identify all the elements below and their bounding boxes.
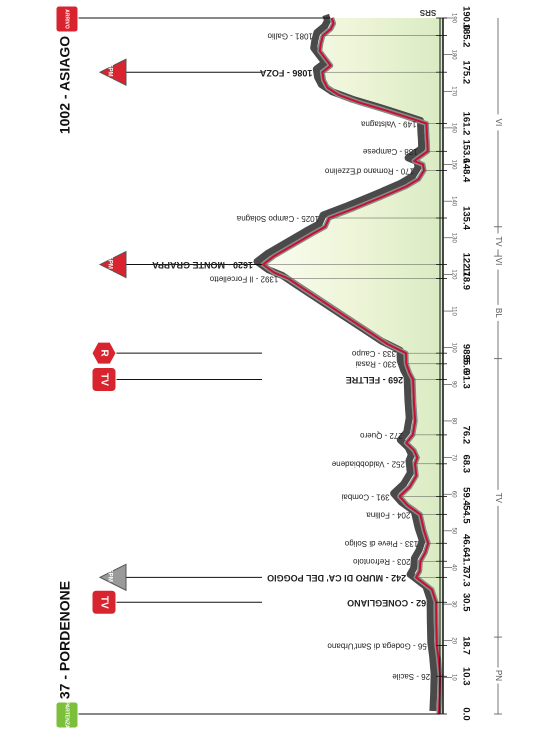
km-scale-label: 70: [450, 454, 456, 461]
r-badge-icon: [91, 341, 117, 365]
waypoint-label: 1081 - Gallio: [267, 31, 313, 40]
waypoint-label: 204 - Follina: [366, 510, 411, 519]
waypoint-label: 56 - Godega di Sant'Urbano: [327, 641, 427, 650]
km-scale-label: 10: [450, 674, 456, 681]
waypoint-label: 272 - Quero: [360, 431, 403, 440]
tv-badge-icon: [91, 589, 117, 615]
km-scale-label: 130: [450, 233, 456, 244]
start-location-title: 37 - PORDENONE: [57, 581, 73, 699]
km-scale-label: 60: [450, 491, 456, 498]
region-label: TV: [494, 236, 503, 247]
region-label: TV: [494, 493, 503, 504]
distance-tick-label: 59.4: [460, 487, 471, 506]
gpm-badge-icon: [98, 250, 127, 279]
region-label: PN: [494, 670, 503, 681]
km-scale-label: 30: [450, 601, 456, 608]
waypoint-label: 170 - Romano d'Ezzelino: [324, 166, 414, 175]
region-mask: [490, 667, 506, 684]
region-label: VI: [494, 119, 503, 127]
km-scale-label: 80: [450, 418, 456, 425]
km-scale-label: 190: [450, 13, 456, 24]
region-mask: [490, 114, 506, 131]
km-scale-label: 170: [450, 86, 456, 97]
waypoint-label: 203 - Refrontolo: [353, 557, 411, 566]
distance-tick-label: 46.6: [460, 534, 471, 553]
distance-tick-label: 122.7: [460, 253, 471, 277]
km-scale-label: 120: [450, 269, 456, 280]
distance-tick-label: 190.0: [460, 6, 471, 30]
distance-tick-label: 68.3: [460, 455, 471, 474]
distance-tick-label: 135.4: [460, 206, 471, 230]
distance-tick-label: 37.3: [460, 568, 471, 587]
distance-tick-label: 0.0: [460, 707, 471, 720]
km-scale-label: 140: [450, 196, 456, 207]
waypoint-label: 138 - Campese: [362, 147, 417, 156]
region-label: BL: [494, 308, 503, 318]
km-scale-label: 90: [450, 381, 456, 388]
waypoint-label: 330 - Rasai: [355, 360, 396, 369]
km-scale-label: 40: [450, 564, 456, 571]
region-label: VI: [494, 258, 503, 266]
region-mask: [490, 489, 506, 506]
gpm-badge-label: GPM 1: [106, 63, 112, 82]
distance-tick-label: 161.2: [460, 112, 471, 136]
waypoint-label: 1086 - FOZA: [259, 68, 312, 78]
distance-tick-label: 153.6: [460, 139, 471, 163]
km-scale-label: 20: [450, 637, 456, 644]
waypoint-label: 26 - Sacile: [392, 672, 430, 681]
region-mask: [490, 304, 506, 321]
finish-location-title: 1002 - ASIAGO: [57, 36, 73, 134]
waypoint-label: 252 - Valdobbiadene: [331, 460, 405, 469]
finish-badge-icon: [55, 5, 79, 33]
distance-tick-label: 10.3: [460, 667, 471, 686]
km-scale-label: 50: [450, 527, 456, 534]
gpm-badge-label: GPM 1: [106, 255, 112, 274]
km-scale-label: 100: [450, 343, 456, 354]
tv-badge-label: TV: [98, 373, 109, 386]
waypoint-label: 333 - Caupo: [351, 349, 396, 358]
gpm-badge-label: GPM 4: [106, 568, 112, 587]
gpm-badge-icon: [98, 58, 127, 87]
finish-badge-label: ARRIVO: [64, 9, 70, 29]
start-badge-label: PARTENZA: [64, 702, 70, 729]
tv-badge-label: TV: [98, 596, 109, 609]
distance-tick-label: 54.5: [460, 505, 471, 524]
distance-tick-label: 98.5: [460, 344, 471, 363]
distance-tick-label: 18.7: [460, 636, 471, 655]
waypoint-label: 1392 - Il Forcelletto: [209, 274, 278, 283]
waypoint-label: 133 - Pieve di Soligo: [344, 539, 418, 548]
waypoint-label: 242 - MURO DI CA' DEL POGGIO: [267, 573, 406, 583]
waypoint-label: 391 - Combai: [341, 492, 389, 501]
distance-tick-label: 30.5: [460, 593, 471, 612]
distance-tick-label: 185.2: [460, 24, 471, 48]
km-scale-label: 150: [450, 160, 456, 171]
gpm-badge-icon: [98, 563, 127, 592]
distance-tick-label: 41.7: [460, 552, 471, 571]
r-badge-label: R: [98, 350, 109, 358]
distance-tick-label: 175.2: [460, 60, 471, 84]
waypoint-label: 149 - Valstagna: [360, 119, 416, 128]
distance-tick-label: 76.2: [460, 426, 471, 445]
km-scale-label: 160: [450, 123, 456, 134]
srs-logo: SRS: [419, 8, 436, 17]
distance-tick-label: 91.3: [460, 370, 471, 389]
km-scale-label: 110: [450, 306, 456, 316]
distance-tick-label: 118.9: [460, 267, 471, 290]
waypoint-label: 1620 - MONTE GRAPPA: [152, 260, 253, 270]
waypoint-label: 1025 - Campo Solagna: [236, 214, 319, 223]
profile-line: [262, 17, 442, 715]
region-mask: [490, 233, 506, 250]
distance-tick-label: 95.6: [460, 355, 471, 374]
waypoint-label: 62 - CONEGLIANO: [347, 598, 426, 608]
distance-tick-label: 148.4: [460, 158, 471, 182]
region-mask: [490, 253, 506, 270]
km-scale-label: 180: [450, 50, 456, 61]
tv-badge-icon: [91, 367, 117, 393]
start-badge-icon: [55, 701, 79, 729]
waypoint-label: 269 - FELTRE: [346, 375, 403, 385]
